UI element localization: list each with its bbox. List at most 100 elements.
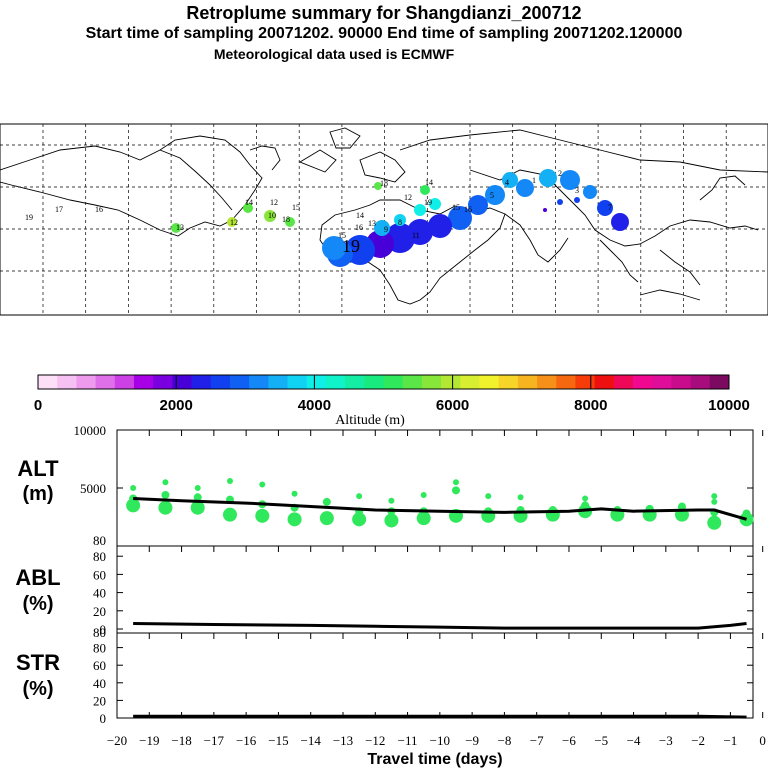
alt-point <box>352 512 367 527</box>
plume-day-label: 13 <box>176 223 184 232</box>
colorbar-swatch <box>114 375 135 389</box>
colorbar-swatch <box>517 375 538 389</box>
y-tick-label: 5000 <box>80 481 106 496</box>
alt-point <box>226 478 233 485</box>
plume-blob <box>543 208 547 212</box>
colorbar-swatch <box>364 375 384 389</box>
plume-blob <box>420 185 430 195</box>
colorbar-swatch <box>556 375 576 389</box>
plume-day-label: 16 <box>355 223 363 232</box>
plume-day-label: 12 <box>270 198 278 207</box>
y-tick-label: 80 <box>93 549 106 564</box>
met-data-source: Meteorological data used is ECMWF <box>213 46 455 62</box>
y-tick-label: 40 <box>93 586 106 601</box>
str-panel-title: STR <box>16 650 60 675</box>
alt-point <box>158 500 173 515</box>
altitude-colorbar: 0 2000 4000 6000 8000 10000 Altitude (m) <box>34 374 750 428</box>
str-line <box>133 714 747 719</box>
alt-point <box>287 512 302 527</box>
alt-point <box>319 511 334 526</box>
alt-point <box>711 493 718 500</box>
plume-day-label: 13 <box>368 219 376 228</box>
x-tick-label: −18 <box>171 733 191 748</box>
colorbar-swatch <box>229 375 250 389</box>
colorbar-swatch <box>76 375 97 389</box>
sampling-time: Start time of sampling 20071202. 90000 E… <box>85 25 683 42</box>
alt-point <box>322 497 331 506</box>
plume-day-label: 9 <box>384 225 388 234</box>
plume-day-label: 1 <box>532 176 536 185</box>
panels-frame <box>116 429 754 719</box>
plume-blob <box>394 214 406 226</box>
x-axis-label: Travel time (days) <box>367 751 502 768</box>
plume-blob <box>414 204 426 216</box>
colorbar-swatch <box>709 375 730 389</box>
y-tick-label: 0 <box>100 711 107 726</box>
alt-point <box>707 515 722 530</box>
plume-day-label: 19 <box>342 236 360 256</box>
x-tick-label: −11 <box>398 733 418 748</box>
x-tick-label: −10 <box>430 733 450 748</box>
plume-day-label: 17 <box>55 205 63 214</box>
y-tick-label: 40 <box>93 676 106 691</box>
colorbar-swatch <box>153 375 173 389</box>
plume-blob <box>468 195 488 215</box>
alt-point <box>222 507 237 522</box>
x-tick-label: −15 <box>268 733 288 748</box>
plume-blob <box>516 179 534 197</box>
plume-day-label: 16 <box>95 205 103 214</box>
plume-day-label: 15 <box>338 231 346 240</box>
alt-point <box>255 508 270 523</box>
colorbar-label: Altitude (m) <box>335 413 405 428</box>
y-tick-label: 60 <box>93 658 106 673</box>
colorbar-swatch <box>383 375 404 389</box>
plume-blob <box>227 217 237 227</box>
colorbar-swatch <box>575 375 596 389</box>
alt-point <box>384 513 399 528</box>
alt-panel-title: ALT <box>17 456 59 481</box>
colorbar-swatch <box>345 375 365 389</box>
colorbar-tick-label: 6000 <box>436 397 469 414</box>
plume-blob <box>243 203 253 213</box>
colorbar-tick-label: 0 <box>34 397 42 414</box>
x-tick-label: −17 <box>204 733 225 748</box>
x-tick-label: −3 <box>659 733 673 748</box>
plume-day-label: 14 <box>425 178 433 187</box>
alt-point <box>416 511 431 526</box>
plume-blob <box>264 210 276 222</box>
alt-point <box>388 497 395 504</box>
x-tick-label: −7 <box>530 733 544 748</box>
plume-day-label: 5 <box>490 191 494 200</box>
y-tick-label: 10000 <box>74 423 107 438</box>
x-tick-label: −4 <box>627 733 641 748</box>
plume-day-label: 7 <box>608 203 612 212</box>
colorbar-swatch <box>421 375 442 389</box>
colorbar-swatch <box>652 375 672 389</box>
colorbar-swatch <box>498 375 519 389</box>
plume-blob <box>374 182 382 190</box>
alt-point <box>742 509 751 518</box>
plume-day-label: 4 <box>505 178 509 187</box>
plume-day-label: 10 <box>268 211 276 220</box>
plume-day-label: 12 <box>230 218 238 227</box>
colorbar-swatch <box>613 375 634 389</box>
colorbar-swatch <box>210 375 231 389</box>
x-tick-label: −5 <box>594 733 608 748</box>
x-tick-label: −20 <box>107 733 127 748</box>
alt-point <box>677 502 686 511</box>
plume-blob <box>485 185 505 205</box>
alt-point <box>126 498 141 513</box>
alt-point <box>582 495 589 502</box>
plume-day-label: 3 <box>575 186 579 195</box>
plume-blob <box>502 172 518 188</box>
plume-day-label: 15 <box>452 203 460 212</box>
plume-day-label: 8 <box>398 218 402 227</box>
alt-point <box>162 479 169 486</box>
colorbar-swatch <box>268 375 289 389</box>
plume-blob <box>428 214 452 238</box>
alt-point <box>420 491 427 498</box>
plume-day-label: 14 <box>245 198 253 207</box>
colorbar-swatch <box>133 375 154 389</box>
